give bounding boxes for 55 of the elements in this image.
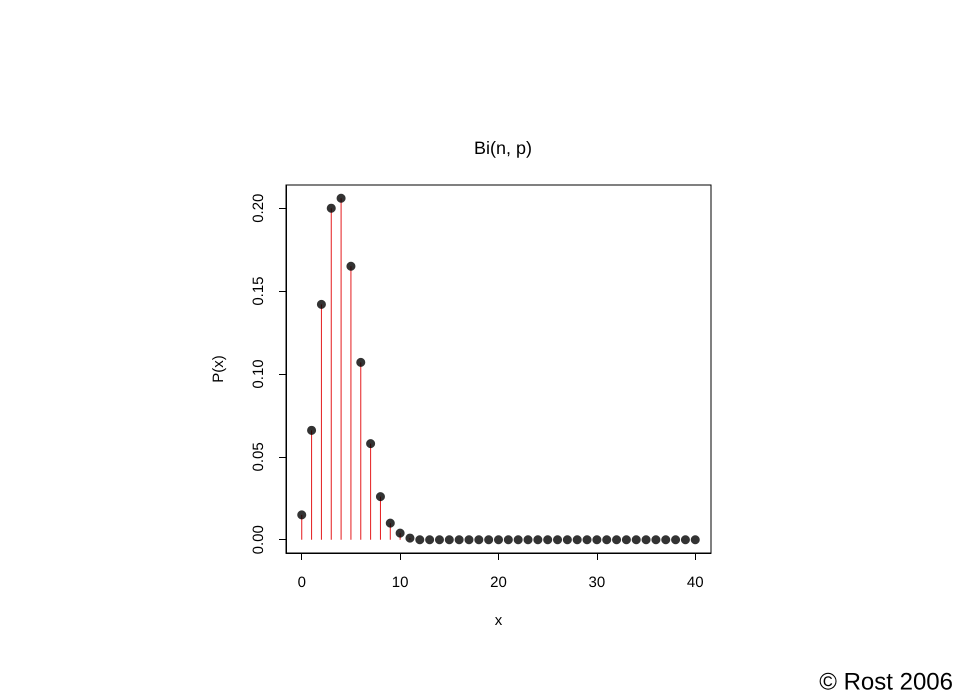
x-tick-label: 20 xyxy=(490,574,507,591)
point xyxy=(307,426,316,435)
point xyxy=(336,194,346,203)
point xyxy=(642,535,651,544)
text: © Rost 2006 xyxy=(819,668,954,696)
point xyxy=(504,535,513,544)
point xyxy=(651,535,660,544)
y-tick-label: 0.10 xyxy=(250,359,267,389)
y-tick-label: 0.15 xyxy=(250,276,267,306)
point xyxy=(297,510,306,520)
point xyxy=(316,300,326,309)
point xyxy=(376,492,385,502)
point xyxy=(572,535,582,544)
point xyxy=(533,535,542,544)
x-tick-label: 30 xyxy=(588,574,606,591)
point xyxy=(690,535,700,544)
point xyxy=(680,535,690,544)
point xyxy=(632,535,641,544)
point xyxy=(524,535,533,544)
point xyxy=(415,535,424,544)
y-tick-label: 0.20 xyxy=(250,194,267,223)
point xyxy=(612,535,622,544)
point xyxy=(326,204,336,213)
point xyxy=(366,439,376,448)
x-tick-label: 10 xyxy=(392,574,408,591)
point xyxy=(396,528,405,538)
x-axis-title: x xyxy=(494,612,503,629)
point xyxy=(464,535,474,544)
point xyxy=(356,358,366,367)
x-tick-label: 40 xyxy=(686,574,704,591)
point xyxy=(494,535,503,544)
point xyxy=(405,534,414,543)
point xyxy=(444,535,454,544)
point xyxy=(484,535,494,544)
point xyxy=(543,535,552,544)
x-tick-label: 0 xyxy=(298,574,306,591)
y-tick-label: 0.00 xyxy=(250,525,267,554)
point xyxy=(582,535,592,544)
point xyxy=(425,535,434,544)
point xyxy=(474,535,484,544)
point xyxy=(434,535,444,544)
point xyxy=(386,518,395,528)
point xyxy=(553,535,562,544)
point xyxy=(514,535,523,544)
y-axis-title: P(x) xyxy=(210,355,227,383)
point xyxy=(661,535,670,544)
point xyxy=(671,535,680,544)
point xyxy=(602,535,612,544)
point xyxy=(346,262,356,271)
point xyxy=(562,535,572,544)
point xyxy=(592,535,602,544)
point xyxy=(622,535,631,544)
y-tick-label: 0.05 xyxy=(250,442,267,472)
chart-title: Bi(n, p) xyxy=(474,138,532,158)
point xyxy=(454,535,464,544)
